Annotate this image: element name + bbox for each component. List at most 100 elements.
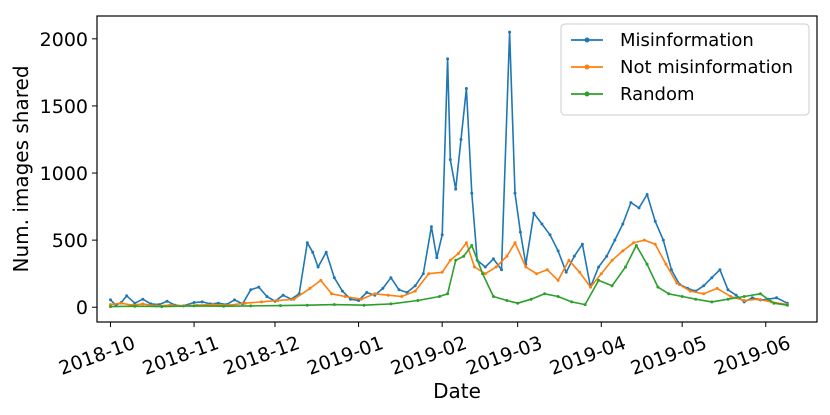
data-point	[319, 278, 323, 282]
data-point	[421, 272, 425, 276]
data-point	[653, 242, 657, 246]
data-point	[548, 233, 552, 237]
data-point	[483, 265, 487, 269]
x-tick-label: 2019-03	[463, 332, 545, 380]
data-point	[597, 265, 601, 269]
data-point	[540, 222, 544, 226]
data-point	[413, 284, 417, 288]
data-point	[305, 241, 309, 245]
legend-marker	[584, 91, 590, 97]
data-point	[605, 254, 609, 258]
data-point	[141, 297, 145, 301]
data-point	[349, 297, 352, 301]
y-axis-label: Num. images shared	[9, 65, 33, 272]
x-axis-label: Date	[433, 379, 481, 403]
data-point	[513, 191, 517, 195]
data-point	[249, 288, 253, 292]
data-point	[500, 268, 503, 272]
series-line	[110, 239, 788, 307]
data-point	[233, 298, 236, 302]
x-tick-label: 2019-06	[711, 332, 793, 380]
data-point	[249, 304, 253, 308]
data-point	[599, 272, 603, 276]
data-point	[340, 289, 344, 293]
data-point	[570, 300, 574, 304]
data-point	[642, 238, 646, 242]
data-point	[165, 299, 169, 303]
data-point	[556, 278, 560, 282]
data-point	[125, 294, 129, 298]
legend-marker	[584, 64, 590, 70]
data-point	[141, 302, 145, 306]
data-point	[133, 304, 137, 308]
data-point	[621, 249, 625, 253]
data-point	[305, 303, 309, 307]
data-point	[281, 293, 285, 297]
data-point	[758, 292, 762, 296]
data-point	[216, 301, 220, 305]
data-point	[702, 284, 706, 288]
data-point	[513, 241, 517, 245]
data-point	[645, 193, 649, 196]
data-point	[470, 244, 474, 247]
data-point	[311, 250, 315, 254]
data-point	[556, 249, 560, 253]
data-point	[710, 276, 714, 280]
data-point	[119, 301, 123, 305]
data-point	[109, 298, 112, 302]
data-point	[742, 295, 746, 298]
data-point	[357, 299, 361, 302]
legend-label: Not misinformation	[620, 57, 793, 78]
data-point	[505, 254, 509, 258]
y-tick-label: 0	[76, 297, 88, 319]
data-point	[133, 301, 137, 305]
legend-marker	[584, 37, 590, 43]
data-point	[621, 222, 625, 226]
data-point	[572, 254, 576, 258]
data-point	[454, 258, 458, 262]
data-point	[454, 187, 458, 191]
data-point	[462, 254, 466, 258]
data-point	[653, 219, 657, 223]
y-tick-label: 1500	[40, 96, 88, 118]
data-point	[448, 158, 452, 162]
data-point	[785, 303, 789, 307]
data-point	[610, 284, 614, 288]
data-point	[435, 256, 439, 260]
data-point	[365, 291, 369, 294]
data-point	[330, 292, 334, 296]
data-point	[518, 230, 522, 234]
data-point	[669, 268, 673, 272]
data-point	[597, 278, 601, 282]
data-point	[702, 292, 706, 296]
data-point	[464, 87, 468, 90]
data-point	[726, 288, 730, 292]
data-point	[316, 265, 320, 269]
x-tick-label: 2019-05	[628, 332, 710, 380]
data-point	[580, 242, 584, 246]
data-point	[637, 206, 641, 210]
data-point	[634, 244, 638, 247]
y-tick-label: 1000	[40, 163, 88, 185]
data-point	[160, 305, 164, 309]
data-point	[578, 270, 582, 274]
data-point	[564, 270, 568, 274]
data-point	[629, 201, 633, 205]
legend-label: Random	[620, 84, 695, 105]
data-point	[632, 241, 636, 245]
data-point	[373, 292, 377, 296]
data-point	[343, 295, 347, 298]
data-point	[446, 292, 450, 296]
data-point	[427, 272, 431, 276]
data-point	[613, 238, 617, 242]
data-point	[529, 297, 533, 301]
data-point	[688, 289, 692, 293]
data-point	[516, 301, 520, 305]
data-point	[491, 295, 495, 298]
data-point	[192, 301, 196, 304]
data-point	[543, 292, 547, 296]
data-point	[481, 272, 485, 276]
y-axis: 0 500 1000 1500 2000	[40, 29, 97, 319]
data-point	[397, 288, 401, 292]
